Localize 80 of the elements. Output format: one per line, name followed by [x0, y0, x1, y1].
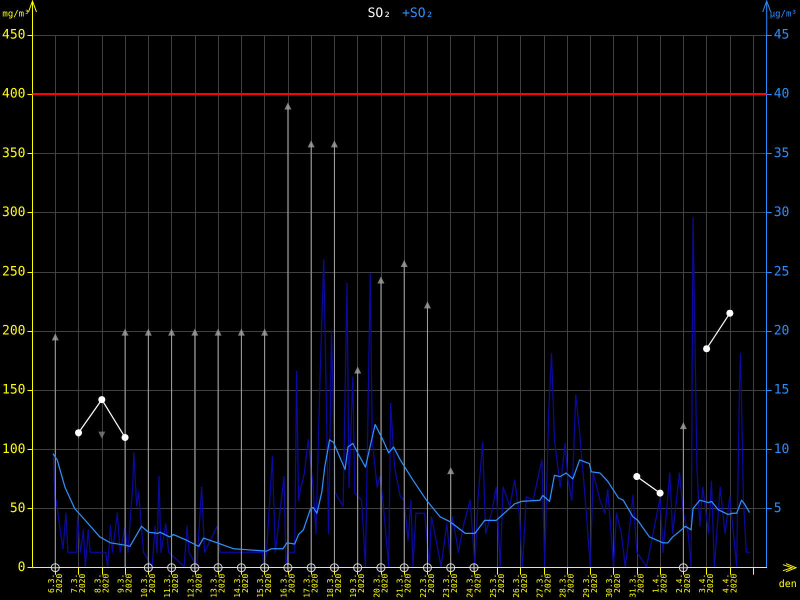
- point: [330, 140, 338, 148]
- x-tick-label: 13.3. 2020: [210, 574, 227, 598]
- x-tick-label: 30.3. 2020: [605, 574, 622, 598]
- point: [447, 467, 454, 474]
- x-tick-label: 4.4. 2020: [721, 574, 738, 593]
- point: [75, 429, 82, 436]
- y-tick-label: 400: [2, 86, 26, 102]
- x-tick-label: 26.3. 2020: [512, 574, 530, 598]
- x-tick-label: 10.3. 2020: [140, 574, 157, 598]
- x-tick-label: 15.3. 2020: [256, 574, 274, 598]
- y-tick-label: 50: [10, 501, 26, 516]
- point: [377, 276, 384, 284]
- point: [633, 473, 640, 480]
- y-tick-label: 0: [18, 560, 26, 576]
- point: [52, 333, 59, 340]
- point: [726, 310, 734, 317]
- point: [122, 434, 129, 441]
- x-tick-label: 9.3. 2020: [116, 574, 134, 593]
- point: [191, 328, 198, 336]
- x-tick-label: 22.3. 2020: [418, 574, 436, 598]
- point: [238, 328, 245, 336]
- y-tick-label: 350: [2, 146, 26, 161]
- x-tick-label: 23.3. 2020: [442, 574, 460, 598]
- x-tick-label: 6.3. 2020: [46, 574, 64, 593]
- y-tick-label: 100: [2, 442, 26, 457]
- x-tick-label: 27.3. 2020: [535, 574, 552, 598]
- y2-tick-label: 20: [774, 323, 790, 338]
- x-tick-label: 29.3. 2020: [582, 574, 599, 598]
- y-tick-label: 250: [2, 264, 26, 280]
- point: [424, 301, 431, 308]
- x-tick-label: 3.4. 2020: [698, 574, 716, 593]
- x-tick-label: 11.3. 2020: [163, 574, 180, 598]
- y2-tick-label: 40: [774, 86, 790, 102]
- y2-tick-label: 5: [774, 501, 782, 516]
- y-tick-label: 200: [2, 323, 26, 338]
- x-tick-label: 12.3. 2020: [186, 574, 204, 598]
- y2-tick-label: 45: [774, 28, 790, 42]
- point: [261, 328, 268, 336]
- point: [703, 345, 710, 352]
- x-tick-label: 2.4. 2020: [674, 574, 692, 593]
- x-tick-label: 17.3. 2020: [302, 574, 320, 598]
- x-tick-label: 1.4. 2020: [652, 574, 669, 593]
- text: +SO₂: [402, 6, 434, 21]
- point: [168, 328, 176, 336]
- y2-tick-label: 10: [774, 442, 790, 457]
- y2-tick-label: 25: [774, 264, 790, 280]
- point: [308, 140, 315, 148]
- point: [400, 260, 408, 267]
- point: [98, 396, 106, 404]
- point: [122, 328, 129, 336]
- x-tick-label: 21.3. 2020: [396, 574, 413, 598]
- y-axis-title: mg/m³: [2, 10, 30, 20]
- x-tick-label: 31.3. 2020: [628, 574, 646, 598]
- point: [680, 422, 687, 430]
- x-tick-label: 24.3. 2020: [465, 574, 482, 598]
- point: [284, 102, 292, 110]
- x-axis-title: den: [778, 579, 797, 590]
- x-tick-label: 18.3. 2020: [326, 574, 343, 598]
- x-tick-label: 28.3. 2020: [558, 574, 576, 598]
- point: [214, 328, 222, 336]
- x-tick-label: 25.3. 2020: [488, 574, 506, 598]
- x-tick-label: 7.3. 2020: [70, 574, 88, 593]
- point: [144, 328, 152, 336]
- x-tick-label: 20.3. 2020: [372, 574, 390, 598]
- line-series: [52, 424, 750, 552]
- x-tick-label: 14.3. 2020: [232, 574, 250, 598]
- point: [656, 490, 664, 497]
- y2-tick-label: 30: [774, 205, 790, 220]
- y-tick-label: 450: [2, 28, 26, 42]
- x-tick-label: 19.3. 2020: [349, 574, 366, 598]
- y2-tick-label: 15: [774, 382, 790, 398]
- point: [98, 432, 106, 439]
- text: SO₂: [368, 6, 392, 21]
- y-tick-label: 150: [2, 382, 26, 398]
- point: [354, 366, 362, 374]
- y-tick-label: 300: [2, 205, 26, 220]
- y2-axis-title: µg/m³: [770, 10, 797, 20]
- x-tick-label: 16.3. 2020: [279, 574, 296, 598]
- x-tick-label: 8.3. 2020: [93, 574, 110, 593]
- y2-tick-label: 35: [774, 146, 790, 161]
